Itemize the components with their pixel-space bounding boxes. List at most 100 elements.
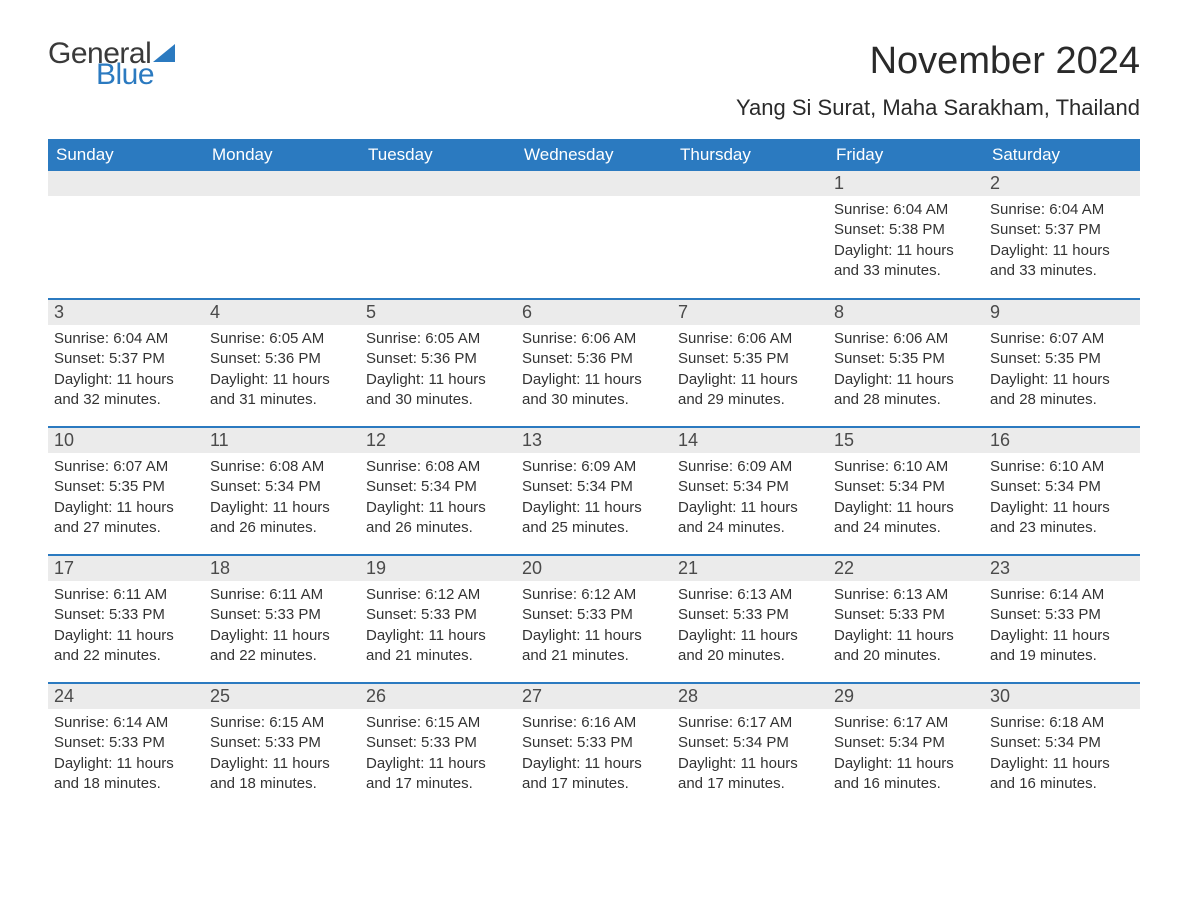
day-details: Sunrise: 6:04 AMSunset: 5:37 PMDaylight:… <box>984 196 1140 287</box>
day-details: Sunrise: 6:06 AMSunset: 5:36 PMDaylight:… <box>516 325 672 416</box>
calendar-week-row: 17Sunrise: 6:11 AMSunset: 5:33 PMDayligh… <box>48 555 1140 683</box>
daylight-line-2: and 27 minutes. <box>54 518 198 538</box>
day-number: 10 <box>48 428 204 453</box>
calendar-day-cell: 28Sunrise: 6:17 AMSunset: 5:34 PMDayligh… <box>672 683 828 811</box>
day-number: 1 <box>828 171 984 196</box>
day-number: 28 <box>672 684 828 709</box>
weekday-header: Saturday <box>984 139 1140 171</box>
calendar-empty-cell <box>204 171 360 299</box>
sunrise-line: Sunrise: 6:14 AM <box>54 713 198 733</box>
calendar-day-cell: 15Sunrise: 6:10 AMSunset: 5:34 PMDayligh… <box>828 427 984 555</box>
day-details: Sunrise: 6:12 AMSunset: 5:33 PMDaylight:… <box>516 581 672 672</box>
calendar-day-cell: 10Sunrise: 6:07 AMSunset: 5:35 PMDayligh… <box>48 427 204 555</box>
day-number-bar <box>204 171 360 196</box>
sunrise-line: Sunrise: 6:08 AM <box>366 457 510 477</box>
sunset-line: Sunset: 5:33 PM <box>210 733 354 753</box>
day-number: 15 <box>828 428 984 453</box>
day-number: 18 <box>204 556 360 581</box>
sunset-line: Sunset: 5:34 PM <box>366 477 510 497</box>
sunrise-line: Sunrise: 6:07 AM <box>990 329 1134 349</box>
day-number: 11 <box>204 428 360 453</box>
daylight-line-2: and 22 minutes. <box>54 646 198 666</box>
daylight-line-1: Daylight: 11 hours <box>678 498 822 518</box>
day-details: Sunrise: 6:05 AMSunset: 5:36 PMDaylight:… <box>360 325 516 416</box>
daylight-line-1: Daylight: 11 hours <box>834 241 978 261</box>
calendar-empty-cell <box>360 171 516 299</box>
day-number: 14 <box>672 428 828 453</box>
daylight-line-2: and 24 minutes. <box>678 518 822 538</box>
sunset-line: Sunset: 5:33 PM <box>210 605 354 625</box>
calendar-day-cell: 29Sunrise: 6:17 AMSunset: 5:34 PMDayligh… <box>828 683 984 811</box>
sunrise-line: Sunrise: 6:05 AM <box>366 329 510 349</box>
daylight-line-1: Daylight: 11 hours <box>522 754 666 774</box>
daylight-line-1: Daylight: 11 hours <box>990 626 1134 646</box>
day-details: Sunrise: 6:09 AMSunset: 5:34 PMDaylight:… <box>516 453 672 544</box>
daylight-line-1: Daylight: 11 hours <box>54 370 198 390</box>
daylight-line-1: Daylight: 11 hours <box>366 626 510 646</box>
day-details: Sunrise: 6:13 AMSunset: 5:33 PMDaylight:… <box>672 581 828 672</box>
day-number-bar <box>360 171 516 196</box>
day-number: 20 <box>516 556 672 581</box>
sunset-line: Sunset: 5:35 PM <box>678 349 822 369</box>
day-number: 7 <box>672 300 828 325</box>
calendar-table: SundayMondayTuesdayWednesdayThursdayFrid… <box>48 139 1140 811</box>
sunrise-line: Sunrise: 6:15 AM <box>210 713 354 733</box>
sunrise-line: Sunrise: 6:15 AM <box>366 713 510 733</box>
sunrise-line: Sunrise: 6:11 AM <box>210 585 354 605</box>
daylight-line-1: Daylight: 11 hours <box>210 626 354 646</box>
brand-logo: General Blue <box>48 40 175 88</box>
sunset-line: Sunset: 5:38 PM <box>834 220 978 240</box>
calendar-day-cell: 22Sunrise: 6:13 AMSunset: 5:33 PMDayligh… <box>828 555 984 683</box>
day-number: 5 <box>360 300 516 325</box>
daylight-line-2: and 30 minutes. <box>366 390 510 410</box>
day-details: Sunrise: 6:08 AMSunset: 5:34 PMDaylight:… <box>204 453 360 544</box>
day-details: Sunrise: 6:07 AMSunset: 5:35 PMDaylight:… <box>48 453 204 544</box>
daylight-line-1: Daylight: 11 hours <box>990 754 1134 774</box>
sunrise-line: Sunrise: 6:08 AM <box>210 457 354 477</box>
calendar-day-cell: 14Sunrise: 6:09 AMSunset: 5:34 PMDayligh… <box>672 427 828 555</box>
daylight-line-1: Daylight: 11 hours <box>990 241 1134 261</box>
daylight-line-2: and 31 minutes. <box>210 390 354 410</box>
sunset-line: Sunset: 5:33 PM <box>54 733 198 753</box>
sunset-line: Sunset: 5:33 PM <box>522 733 666 753</box>
calendar-week-row: 1Sunrise: 6:04 AMSunset: 5:38 PMDaylight… <box>48 171 1140 299</box>
brand-part2: Blue <box>96 61 175 88</box>
daylight-line-2: and 28 minutes. <box>990 390 1134 410</box>
sunset-line: Sunset: 5:36 PM <box>210 349 354 369</box>
sunset-line: Sunset: 5:33 PM <box>522 605 666 625</box>
sunrise-line: Sunrise: 6:17 AM <box>834 713 978 733</box>
calendar-day-cell: 26Sunrise: 6:15 AMSunset: 5:33 PMDayligh… <box>360 683 516 811</box>
sunset-line: Sunset: 5:37 PM <box>54 349 198 369</box>
sunset-line: Sunset: 5:33 PM <box>366 605 510 625</box>
sunset-line: Sunset: 5:35 PM <box>54 477 198 497</box>
daylight-line-2: and 26 minutes. <box>210 518 354 538</box>
day-number: 23 <box>984 556 1140 581</box>
sunrise-line: Sunrise: 6:14 AM <box>990 585 1134 605</box>
weekday-header: Friday <box>828 139 984 171</box>
calendar-day-cell: 18 Sunrise: 6:11 AMSunset: 5:33 PMDayligh… <box>204 555 360 683</box>
daylight-line-1: Daylight: 11 hours <box>54 498 198 518</box>
sunset-line: Sunset: 5:33 PM <box>54 605 198 625</box>
calendar-empty-cell <box>516 171 672 299</box>
calendar-day-cell: 3Sunrise: 6:04 AMSunset: 5:37 PMDaylight… <box>48 299 204 427</box>
sunset-line: Sunset: 5:34 PM <box>990 733 1134 753</box>
daylight-line-2: and 21 minutes. <box>366 646 510 666</box>
day-number: 29 <box>828 684 984 709</box>
calendar-empty-cell <box>672 171 828 299</box>
daylight-line-1: Daylight: 11 hours <box>990 498 1134 518</box>
day-details: Sunrise: 6:04 AMSunset: 5:38 PMDaylight:… <box>828 196 984 287</box>
day-number: 21 <box>672 556 828 581</box>
sunset-line: Sunset: 5:33 PM <box>834 605 978 625</box>
day-number: 2 <box>984 171 1140 196</box>
calendar-day-cell: 16Sunrise: 6:10 AMSunset: 5:34 PMDayligh… <box>984 427 1140 555</box>
daylight-line-2: and 33 minutes. <box>834 261 978 281</box>
sunset-line: Sunset: 5:36 PM <box>522 349 666 369</box>
day-number: 3 <box>48 300 204 325</box>
daylight-line-2: and 22 minutes. <box>210 646 354 666</box>
sunrise-line: Sunrise: 6:09 AM <box>522 457 666 477</box>
day-number: 4 <box>204 300 360 325</box>
weekday-header: Sunday <box>48 139 204 171</box>
day-details: Sunrise: 6:10 AMSunset: 5:34 PMDaylight:… <box>828 453 984 544</box>
weekday-header: Tuesday <box>360 139 516 171</box>
daylight-line-2: and 20 minutes. <box>834 646 978 666</box>
